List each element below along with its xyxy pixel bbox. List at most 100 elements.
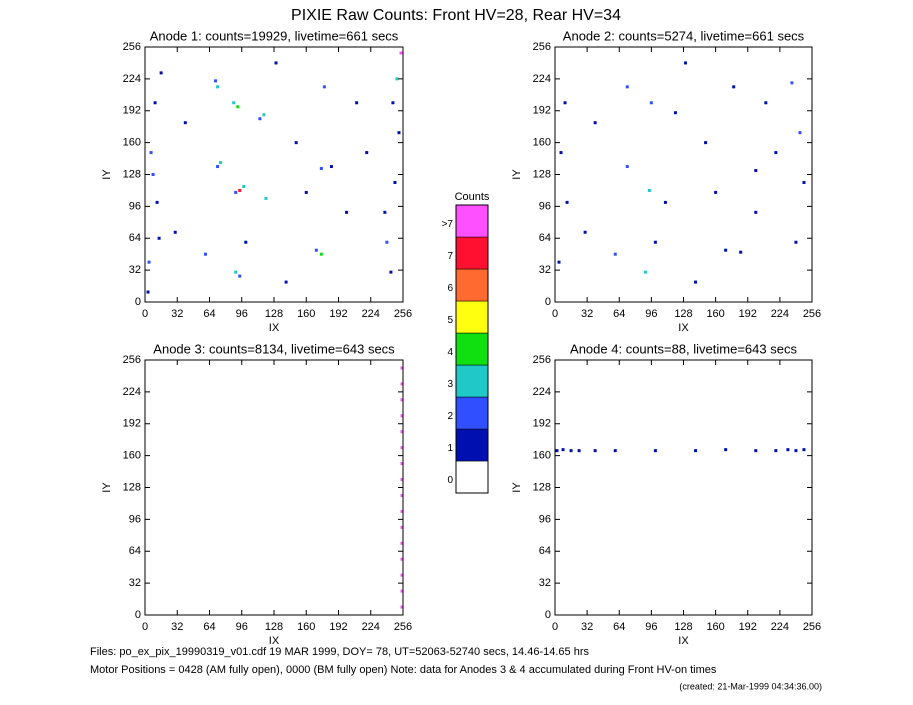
x-tick-label: 96 xyxy=(645,621,657,633)
pixel xyxy=(159,71,163,75)
pixel xyxy=(704,141,708,145)
y-tick-label: 256 xyxy=(533,41,551,53)
pixel xyxy=(653,449,657,453)
pixel xyxy=(724,248,728,252)
x-axis-label: IX xyxy=(678,322,689,334)
pixel xyxy=(649,101,653,105)
pixel xyxy=(262,113,266,117)
pixel xyxy=(173,230,177,234)
x-tick-label: 32 xyxy=(581,621,593,633)
pixel xyxy=(234,190,238,194)
x-tick-label: 160 xyxy=(706,308,724,320)
pixel xyxy=(794,449,798,453)
y-tick-label: 0 xyxy=(545,296,551,308)
x-axis-label: IX xyxy=(269,322,280,334)
x-axis-label: IX xyxy=(269,635,280,647)
pixel xyxy=(400,478,404,482)
y-tick-label: 128 xyxy=(123,168,141,180)
panel-title: Anode 2: counts=5274, livetime=661 secs xyxy=(563,28,805,43)
x-axis-label: IX xyxy=(678,635,689,647)
pixel xyxy=(694,449,698,453)
pixel xyxy=(400,589,404,593)
pixel xyxy=(238,274,242,278)
pixel xyxy=(264,196,268,200)
y-tick-label: 96 xyxy=(539,200,551,212)
y-tick-label: 64 xyxy=(129,545,141,557)
pixel xyxy=(663,200,667,204)
pixel xyxy=(400,541,404,545)
x-tick-label: 128 xyxy=(674,621,692,633)
y-tick-label: 192 xyxy=(123,418,141,430)
y-tick-label: 192 xyxy=(533,105,551,117)
y-tick-label: 192 xyxy=(123,105,141,117)
y-tick-label: 32 xyxy=(539,264,551,276)
y-tick-label: 96 xyxy=(129,513,141,525)
colorbar-cell xyxy=(455,364,489,398)
pixel xyxy=(593,121,597,125)
pixel xyxy=(294,141,298,145)
pixel xyxy=(400,525,404,529)
pixel xyxy=(244,240,248,244)
y-tick-label: 224 xyxy=(533,386,551,398)
pixel xyxy=(183,121,187,125)
colorbar-label: 4 xyxy=(447,347,453,358)
pixel xyxy=(613,449,617,453)
pixel xyxy=(216,165,220,169)
pixel xyxy=(559,151,563,155)
pixel xyxy=(234,270,238,274)
y-axis-label: IY xyxy=(101,482,113,493)
pixel xyxy=(232,101,236,105)
x-tick-label: 64 xyxy=(613,621,625,633)
pixel xyxy=(151,173,155,176)
pixel xyxy=(754,169,758,173)
pixel xyxy=(794,240,798,244)
y-tick-label: 224 xyxy=(533,73,551,85)
pixel xyxy=(754,210,758,214)
y-tick-label: 64 xyxy=(539,545,551,557)
colorbar-cell xyxy=(455,460,489,494)
x-tick-label: 224 xyxy=(771,308,789,320)
x-tick-label: 224 xyxy=(362,308,380,320)
colorbar-title: Counts xyxy=(455,191,490,203)
y-tick-label: 160 xyxy=(533,450,551,462)
y-axis-label: IY xyxy=(511,169,523,180)
y-tick-label: 224 xyxy=(123,73,141,85)
pixel xyxy=(400,509,404,513)
pixel xyxy=(673,111,677,115)
pixel xyxy=(393,180,397,184)
x-tick-label: 256 xyxy=(803,308,821,320)
y-tick-label: 256 xyxy=(533,354,551,366)
x-tick-label: 0 xyxy=(552,621,558,633)
x-tick-label: 0 xyxy=(552,308,558,320)
pixel xyxy=(643,270,647,274)
pixel xyxy=(355,101,359,105)
pixel xyxy=(653,240,657,244)
pixel xyxy=(146,290,150,294)
x-tick-label: 192 xyxy=(329,621,347,633)
pixel xyxy=(385,240,389,244)
pixel xyxy=(258,117,262,121)
pixel xyxy=(322,85,326,89)
panel-title: Anode 1: counts=19929, livetime=661 secs xyxy=(150,28,399,43)
y-tick-label: 64 xyxy=(129,232,141,244)
x-tick-label: 224 xyxy=(771,621,789,633)
colorbar-frame xyxy=(455,204,489,494)
x-tick-label: 192 xyxy=(329,308,347,320)
pixel xyxy=(555,449,559,453)
pixel xyxy=(304,190,308,194)
pixel xyxy=(754,449,758,453)
pixel xyxy=(786,448,790,452)
x-tick-label: 224 xyxy=(362,621,380,633)
pixel xyxy=(400,430,404,434)
y-axis-label: IY xyxy=(511,482,523,493)
colorbar-label: 0 xyxy=(447,475,453,486)
pixel xyxy=(157,236,161,240)
pixel xyxy=(395,77,399,81)
x-tick-label: 64 xyxy=(203,308,215,320)
x-tick-label: 160 xyxy=(297,308,315,320)
colorbar-label: 1 xyxy=(447,443,453,454)
x-tick-label: 128 xyxy=(265,621,283,633)
x-tick-label: 96 xyxy=(645,308,657,320)
